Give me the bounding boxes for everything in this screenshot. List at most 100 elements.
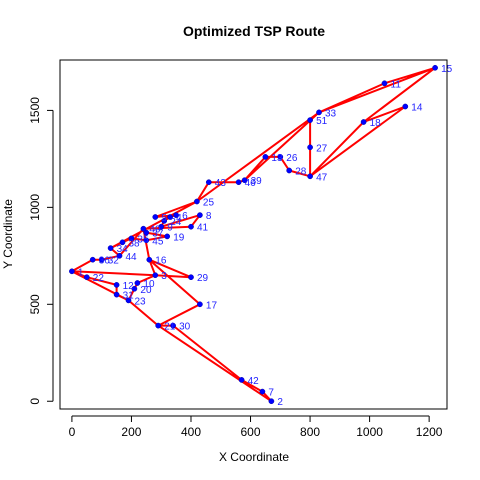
city-point-38 (119, 239, 126, 246)
y-tick-label-1500: 1500 (28, 97, 42, 124)
city-label-11: 11 (391, 79, 402, 90)
city-label-19: 19 (173, 232, 185, 243)
y-tick-label-500: 500 (28, 294, 42, 314)
city-label-8: 8 (206, 211, 212, 222)
y-tick-label-1000: 1000 (28, 194, 42, 221)
city-point-45 (143, 237, 150, 244)
city-label-39: 39 (251, 176, 263, 187)
city-label-3: 3 (161, 271, 167, 282)
city-label-46: 46 (245, 178, 257, 189)
city-point-31 (113, 291, 120, 298)
city-point-28 (286, 167, 293, 174)
city-point-34 (107, 245, 114, 251)
city-label-36: 36 (99, 256, 111, 267)
city-point-17 (197, 301, 203, 308)
city-point-39 (241, 177, 248, 184)
city-point-19 (164, 233, 171, 240)
city-point-12 (113, 282, 120, 288)
city-label-14: 14 (411, 103, 423, 114)
city-point-11 (381, 80, 388, 87)
city-point-37 (143, 229, 150, 236)
city-point-9 (158, 223, 165, 230)
city-label-45: 45 (152, 236, 164, 247)
city-point-16 (146, 256, 153, 263)
city-point-21 (155, 322, 162, 329)
city-label-16: 16 (155, 256, 167, 267)
x-axis: 0 200 400 600 800 1000 1200 (69, 415, 443, 439)
city-label-4: 4 (176, 213, 182, 224)
city-point-47 (307, 173, 313, 180)
city-label-34: 34 (117, 244, 129, 255)
city-label-29: 29 (197, 273, 209, 284)
city-point-1 (69, 268, 75, 275)
city-point-4 (167, 214, 173, 220)
city-label-35: 35 (137, 234, 149, 245)
city-label-37: 37 (152, 229, 164, 240)
y-tick-label-0: 0 (28, 398, 42, 405)
city-point-13 (262, 154, 269, 160)
city-label-27: 27 (316, 143, 328, 154)
city-point-25 (194, 198, 200, 205)
city-label-6: 6 (182, 211, 188, 222)
city-label-10: 10 (143, 279, 155, 290)
x-tick-label-600: 600 (241, 425, 261, 439)
city-point-22 (83, 274, 90, 281)
city-point-36 (89, 256, 96, 263)
city-label-5: 5 (161, 213, 167, 224)
city-label-42: 42 (248, 376, 260, 387)
city-label-24: 24 (170, 217, 182, 228)
x-tick-label-1000: 1000 (356, 425, 383, 439)
city-label-18: 18 (370, 118, 382, 129)
city-label-26: 26 (286, 153, 298, 164)
city-point-15 (432, 64, 438, 71)
city-point-10 (134, 280, 141, 286)
city-point-24 (161, 218, 168, 224)
city-point-26 (277, 154, 284, 160)
city-label-51: 51 (316, 116, 328, 127)
city-point-30 (170, 322, 176, 329)
city-label-13: 13 (271, 153, 283, 164)
city-point-43 (205, 179, 212, 186)
city-point-3 (152, 272, 159, 279)
x-axis-label: X Coordinate (219, 450, 289, 464)
city-point-29 (188, 274, 194, 281)
city-point-51 (307, 117, 313, 123)
city-label-31: 31 (123, 291, 135, 302)
city-label-44: 44 (126, 252, 138, 263)
city-label-9: 9 (167, 223, 173, 234)
city-label-23: 23 (135, 296, 147, 307)
city-label-21: 21 (164, 322, 176, 333)
plot-frame (59, 59, 448, 410)
city-label-12: 12 (123, 281, 135, 292)
city-point-2 (268, 398, 275, 405)
city-point-42 (238, 377, 245, 383)
city-label-41: 41 (197, 223, 209, 234)
city-point-18 (360, 119, 367, 125)
city-label-7: 7 (268, 388, 274, 399)
city-point-35 (128, 235, 135, 242)
city-label-33: 33 (325, 108, 337, 119)
city-label-17: 17 (206, 300, 218, 311)
x-tick-label-400: 400 (181, 425, 201, 439)
city-label-43: 43 (215, 178, 227, 189)
city-label-28: 28 (295, 167, 307, 178)
city-label-20: 20 (140, 285, 152, 296)
city-label-25: 25 (203, 198, 215, 209)
x-tick-label-0: 0 (69, 425, 76, 439)
city-label-47: 47 (316, 172, 328, 183)
route-line (70, 66, 437, 403)
x-tick-label-800: 800 (300, 425, 320, 439)
city-point-33 (316, 109, 322, 116)
city-label-1: 1 (78, 267, 84, 278)
route-layer (70, 66, 437, 403)
city-point-23 (125, 297, 132, 304)
city-point-27 (307, 144, 313, 151)
y-axis-label: Y Coordinate (1, 199, 15, 269)
city-point-14 (402, 103, 409, 110)
x-tick-label-200: 200 (121, 425, 141, 439)
y-axis: 0 500 1000 1500 (28, 97, 54, 405)
city-point-8 (197, 212, 203, 218)
city-point-44 (116, 252, 123, 259)
